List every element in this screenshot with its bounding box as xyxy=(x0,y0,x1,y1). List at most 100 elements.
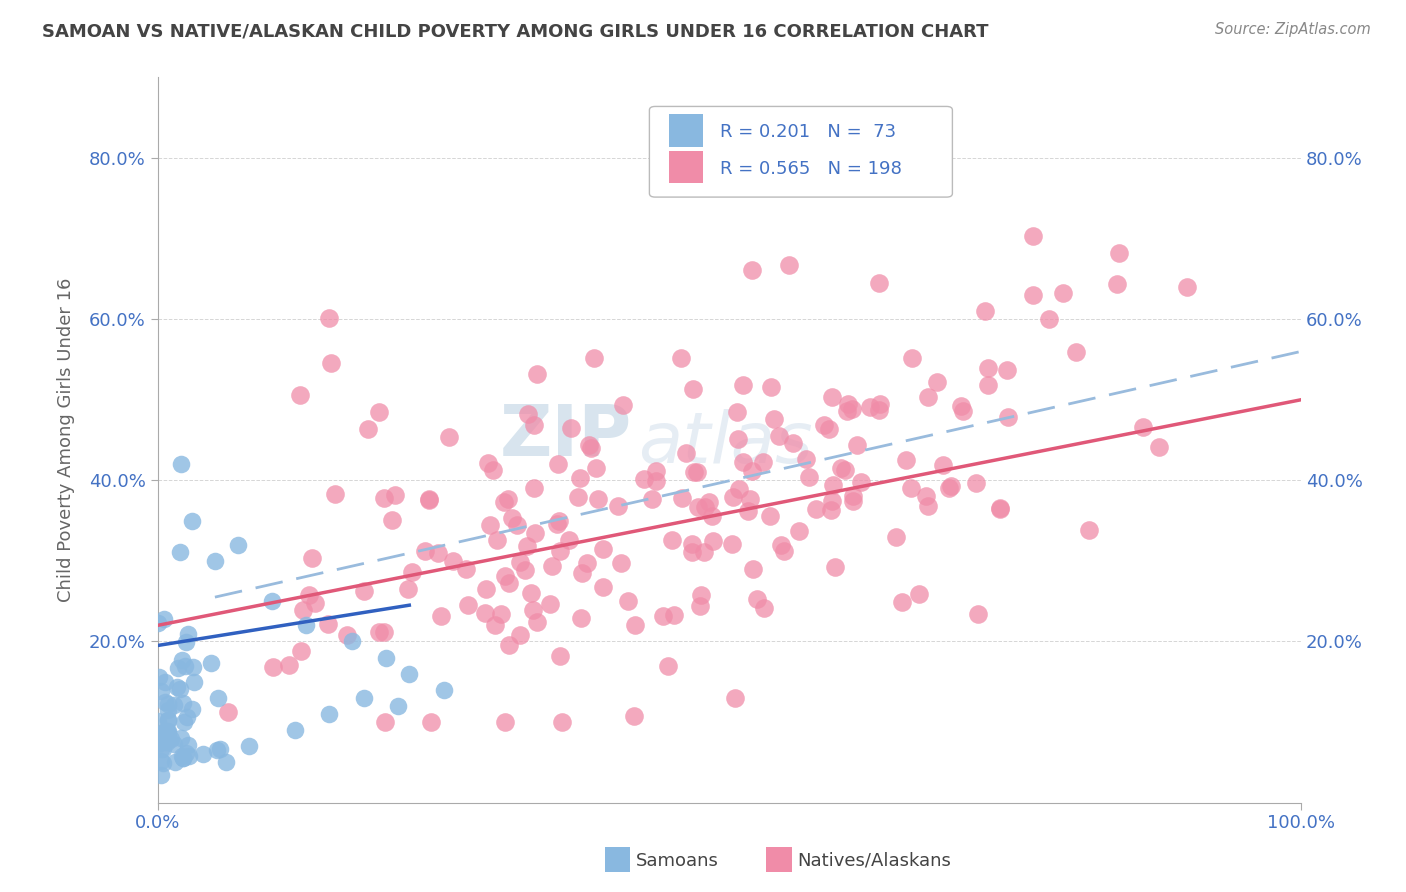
Point xyxy=(682,382,704,396)
Point xyxy=(501,511,523,525)
Point xyxy=(1147,440,1170,454)
Point xyxy=(174,747,197,761)
Point xyxy=(159,732,181,747)
Point xyxy=(384,488,406,502)
Point xyxy=(547,457,569,471)
Point xyxy=(830,460,852,475)
Point xyxy=(295,618,318,632)
Point xyxy=(794,451,817,466)
Point xyxy=(193,747,215,762)
Point xyxy=(725,405,748,419)
Point xyxy=(474,607,496,621)
Point xyxy=(426,546,449,560)
Point xyxy=(695,500,717,515)
Point xyxy=(773,544,796,558)
Point xyxy=(733,378,755,392)
Point xyxy=(278,658,301,673)
Point xyxy=(592,542,614,557)
Point xyxy=(418,491,440,506)
Point xyxy=(997,409,1019,424)
Point xyxy=(166,660,188,674)
Point xyxy=(335,628,357,642)
Point xyxy=(610,556,633,570)
Point xyxy=(506,518,529,533)
Point xyxy=(932,458,955,472)
Point xyxy=(298,588,321,602)
Point xyxy=(683,465,706,479)
Point xyxy=(977,360,1000,375)
Point xyxy=(868,403,890,417)
Point xyxy=(585,461,607,475)
Point xyxy=(974,304,997,318)
Point xyxy=(373,624,395,639)
Text: SAMOAN VS NATIVE/ALASKAN CHILD POVERTY AMONG GIRLS UNDER 16 CORRELATION CHART: SAMOAN VS NATIVE/ALASKAN CHILD POVERTY A… xyxy=(42,22,988,40)
Point xyxy=(150,733,173,747)
Point xyxy=(769,538,792,552)
Point xyxy=(908,587,931,601)
Point xyxy=(558,533,581,548)
Point xyxy=(152,742,174,756)
Point xyxy=(418,492,440,507)
Point xyxy=(375,650,398,665)
Point xyxy=(509,555,531,569)
Point xyxy=(576,557,599,571)
Point xyxy=(1022,287,1045,301)
Point xyxy=(150,683,173,698)
Point xyxy=(917,499,939,513)
Point xyxy=(486,533,509,547)
Point xyxy=(304,597,326,611)
Point xyxy=(965,475,987,490)
Point xyxy=(681,537,703,551)
Point xyxy=(526,615,548,629)
Point xyxy=(738,491,761,506)
Point xyxy=(915,489,938,503)
Point xyxy=(200,656,222,670)
Point xyxy=(727,433,749,447)
Point xyxy=(174,659,197,673)
Point xyxy=(183,675,205,690)
Point xyxy=(340,634,363,648)
Point xyxy=(150,754,173,768)
Point xyxy=(155,731,177,746)
Point xyxy=(208,741,231,756)
Point xyxy=(689,599,711,613)
Point xyxy=(181,514,204,528)
Point xyxy=(741,263,763,277)
Point xyxy=(869,396,891,410)
Point xyxy=(170,653,193,667)
Point xyxy=(927,375,949,389)
Point xyxy=(170,749,193,764)
Point xyxy=(398,666,420,681)
Point xyxy=(633,472,655,486)
Point xyxy=(509,628,531,642)
Point xyxy=(513,563,536,577)
Point xyxy=(478,518,501,533)
Point xyxy=(821,390,844,404)
Point xyxy=(752,601,775,615)
Point xyxy=(548,543,571,558)
Point xyxy=(155,674,177,689)
Point xyxy=(560,421,582,435)
Point xyxy=(938,481,960,495)
Point xyxy=(169,457,191,471)
Point xyxy=(498,575,520,590)
Point xyxy=(156,725,179,739)
Point xyxy=(623,709,645,723)
Point xyxy=(181,702,204,716)
Point xyxy=(491,607,513,621)
Point xyxy=(976,378,998,392)
Point xyxy=(868,277,890,291)
Point xyxy=(482,463,505,477)
Point xyxy=(367,405,389,419)
Point xyxy=(441,554,464,568)
Point xyxy=(456,561,478,575)
Point xyxy=(496,492,519,507)
Point xyxy=(484,617,506,632)
Point xyxy=(169,682,191,697)
Point xyxy=(538,597,561,611)
Point xyxy=(789,524,811,539)
Point xyxy=(741,465,763,479)
Point xyxy=(526,367,548,381)
Point xyxy=(762,412,785,426)
Point xyxy=(153,612,176,626)
